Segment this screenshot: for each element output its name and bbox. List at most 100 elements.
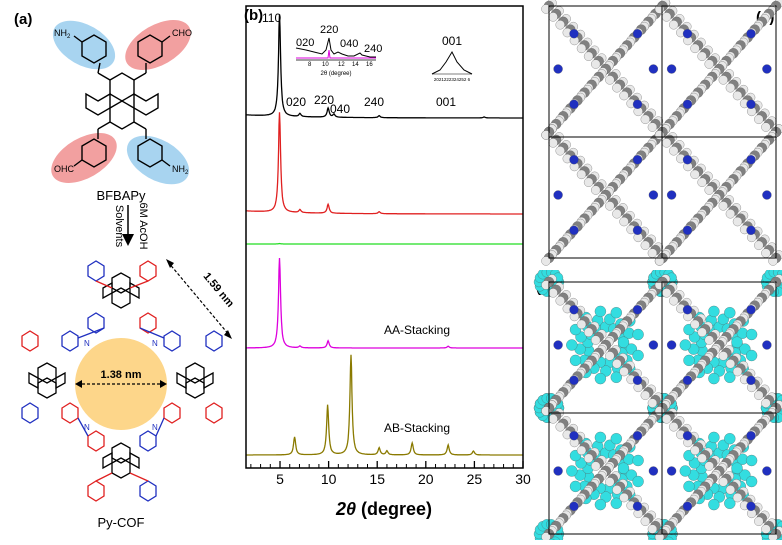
atom bbox=[733, 367, 742, 376]
atom bbox=[570, 100, 579, 109]
atom bbox=[611, 433, 622, 444]
atom bbox=[683, 376, 692, 385]
atom bbox=[655, 407, 664, 416]
atom bbox=[641, 517, 650, 526]
svg-text:220: 220 bbox=[320, 24, 338, 36]
atom bbox=[683, 100, 692, 109]
atom bbox=[633, 455, 644, 466]
atom bbox=[691, 170, 700, 179]
atom bbox=[747, 100, 756, 109]
atom bbox=[719, 201, 728, 210]
atom bbox=[595, 373, 606, 384]
atom bbox=[570, 481, 581, 492]
atom bbox=[620, 493, 629, 502]
atom bbox=[683, 502, 692, 511]
atom bbox=[570, 502, 579, 511]
atom bbox=[684, 355, 695, 366]
aldehyde-highlight-top bbox=[117, 10, 199, 81]
panel-c: (c) bbox=[532, 0, 782, 270]
inset-1-xlabel: 2θ (degree) bbox=[320, 71, 351, 77]
atom bbox=[633, 305, 642, 314]
atom bbox=[612, 359, 621, 368]
atom bbox=[680, 340, 691, 351]
atom bbox=[726, 485, 735, 494]
atom bbox=[591, 60, 600, 69]
atom bbox=[595, 499, 606, 510]
peak-label-110: 110 bbox=[262, 11, 281, 25]
atom bbox=[724, 307, 735, 318]
atom bbox=[549, 288, 558, 297]
x-tick-label: 30 bbox=[515, 471, 531, 487]
svg-text:040: 040 bbox=[340, 38, 358, 50]
atom bbox=[633, 350, 644, 361]
atom bbox=[662, 288, 671, 297]
atom bbox=[633, 376, 642, 385]
atom bbox=[747, 29, 756, 38]
atom bbox=[691, 446, 700, 455]
atom bbox=[683, 305, 692, 314]
atom bbox=[662, 414, 671, 423]
atom bbox=[746, 455, 757, 466]
atom bbox=[618, 463, 629, 474]
atom bbox=[669, 20, 678, 29]
imine-n-3: N bbox=[84, 423, 90, 432]
atom bbox=[570, 355, 581, 366]
atom bbox=[708, 306, 719, 317]
svg-text:16: 16 bbox=[366, 62, 373, 68]
atom bbox=[648, 525, 657, 534]
atom bbox=[605, 201, 614, 210]
panel-a-figure: (a) bbox=[0, 0, 240, 540]
peak-label-240: 240 bbox=[364, 95, 384, 109]
atom bbox=[754, 241, 763, 250]
spacing-label: 1.59 nm bbox=[201, 271, 237, 310]
atom bbox=[577, 170, 586, 179]
inset-2-trace bbox=[432, 52, 472, 74]
atom bbox=[605, 75, 614, 84]
atom bbox=[549, 138, 558, 147]
atom bbox=[570, 29, 579, 38]
monomer-name: BFBAPy bbox=[96, 188, 146, 203]
inset-2: 001 2021222324252 6 bbox=[432, 34, 472, 82]
atom bbox=[618, 337, 629, 348]
atom bbox=[746, 476, 757, 487]
svg-text:12: 12 bbox=[338, 62, 345, 68]
atom bbox=[577, 320, 586, 329]
atom bbox=[554, 191, 563, 200]
svg-text:14: 14 bbox=[352, 62, 359, 68]
atom bbox=[747, 155, 756, 164]
panel-c-figure: (c) bbox=[532, 0, 782, 270]
atom bbox=[747, 502, 756, 511]
atom bbox=[669, 422, 678, 431]
atom bbox=[649, 65, 658, 74]
panel-a: (a) bbox=[0, 0, 240, 540]
atom bbox=[705, 60, 714, 69]
pyrene-core bbox=[86, 73, 158, 129]
atom bbox=[570, 226, 579, 235]
atom bbox=[633, 100, 642, 109]
atom bbox=[669, 146, 678, 155]
atom bbox=[762, 65, 771, 74]
atom bbox=[754, 115, 763, 124]
x-tick-label: 25 bbox=[467, 471, 483, 487]
atom bbox=[605, 477, 614, 486]
xrd-trace-3 bbox=[246, 244, 523, 245]
amine-highlight-bottom bbox=[119, 126, 198, 195]
atom bbox=[662, 138, 671, 147]
atom bbox=[733, 493, 742, 502]
xrd-trace-2 bbox=[246, 112, 523, 214]
atom bbox=[620, 217, 629, 226]
atom bbox=[633, 226, 642, 235]
atom bbox=[595, 306, 606, 317]
atom bbox=[549, 12, 558, 21]
ohc-bottom-label: OHC bbox=[54, 164, 75, 174]
atom bbox=[605, 351, 614, 360]
atom bbox=[698, 178, 707, 187]
atom bbox=[705, 186, 714, 195]
atom bbox=[667, 467, 676, 476]
peak-label-020: 020 bbox=[286, 95, 306, 109]
atom bbox=[649, 191, 658, 200]
atom bbox=[708, 373, 719, 384]
atom bbox=[698, 52, 707, 61]
atom bbox=[732, 337, 743, 348]
atom bbox=[554, 341, 563, 350]
